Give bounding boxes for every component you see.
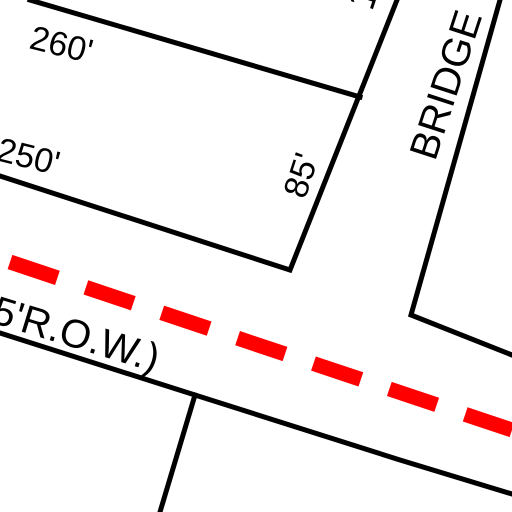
boundary-dashed — [7, 254, 512, 438]
text-fragment: 1 — [339, 0, 388, 15]
row-line — [0, 330, 512, 497]
lot-line — [157, 391, 199, 512]
lot-line — [0, 0, 400, 274]
lot-line — [407, 0, 512, 358]
lot-line — [26, 0, 364, 101]
row-label: 5'R.O.W.) — [0, 289, 165, 381]
dimension-label: 260' — [26, 19, 97, 71]
dimension-label: 250' — [0, 131, 64, 183]
